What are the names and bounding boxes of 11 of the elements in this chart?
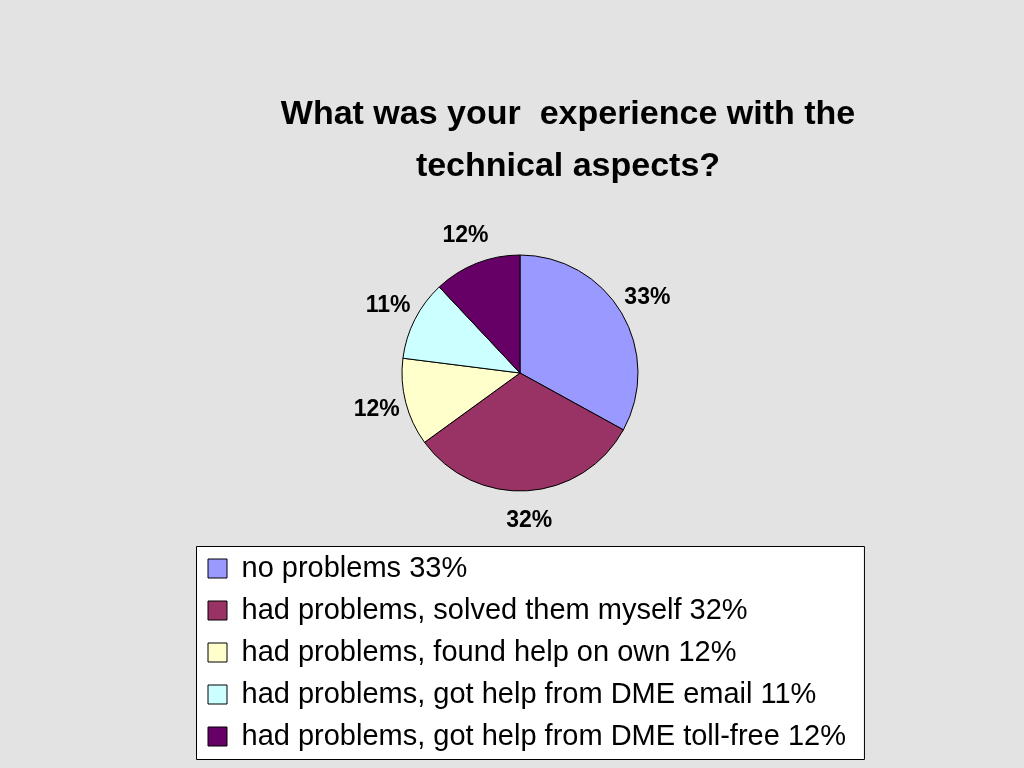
data-label: 32% (506, 506, 553, 533)
legend-label: had problems, got help from DME toll-free 12% (241, 718, 846, 751)
legend-label: had problems, got help from DME email 11% (241, 676, 817, 709)
chart-title: What was your experience with the technical aspects? (279, 92, 857, 185)
data-label: 33% (624, 283, 671, 310)
legend-label: no problems 33% (241, 550, 468, 583)
data-label: 11% (365, 291, 411, 318)
legend-label: had problems, found help on own 12% (241, 634, 737, 667)
data-label: 12% (442, 220, 489, 247)
legend-label: had problems, solved them myself 32% (241, 592, 748, 625)
data-label: 12% (353, 395, 400, 422)
